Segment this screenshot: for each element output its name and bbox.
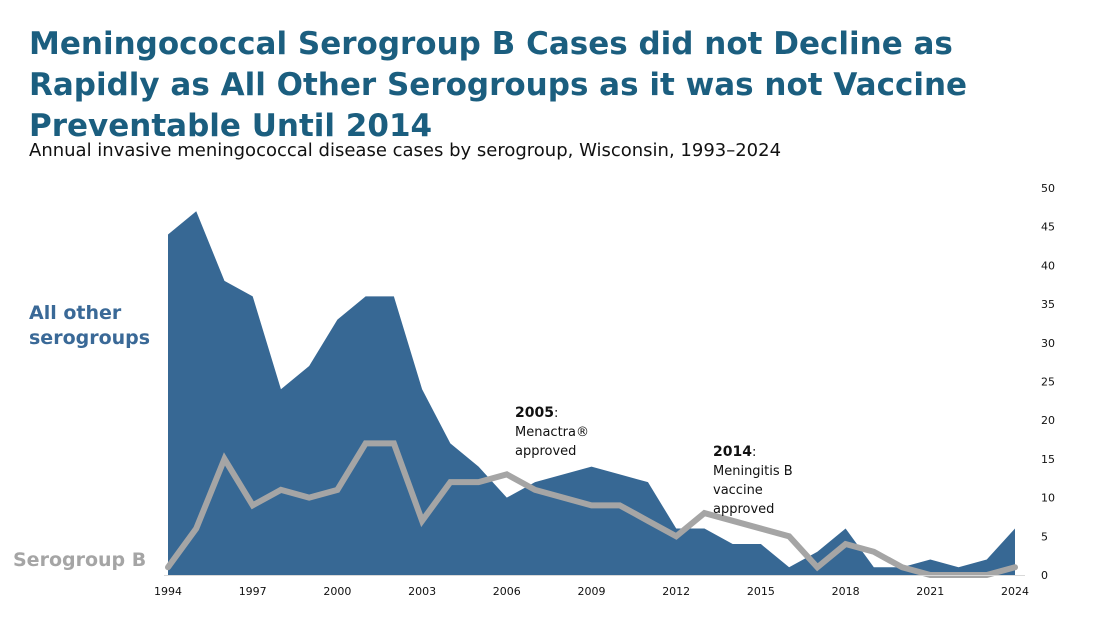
x-tick-1994: 1994 [154,585,182,598]
y-tick-15: 15 [1041,453,1055,466]
y-tick-40: 40 [1041,259,1055,272]
annotation-2014-colon: : [752,445,756,460]
y-tick-0: 0 [1041,569,1048,582]
annotation-2014: 2014: Meningitis B vaccine approved [713,444,793,517]
y-tick-5: 5 [1041,530,1048,543]
annotation-2005-year: 2005 [515,405,554,421]
legend-label-serogroup-b: Serogroup B [13,549,147,571]
y-tick-35: 35 [1041,298,1055,311]
y-tick-10: 10 [1041,492,1055,505]
annotation-2014-heading: 2014: [713,444,756,460]
y-tick-20: 20 [1041,414,1055,427]
x-tick-2018: 2018 [832,585,860,598]
x-tick-2009: 2009 [578,585,606,598]
line-layer [165,440,1018,578]
annotation-2005: 2005: Menactra® approved [515,405,589,459]
x-tick-2021: 2021 [916,585,944,598]
annotation-2005-heading: 2005: [515,405,558,421]
chart-subtitle: Annual invasive meningococcal disease ca… [29,140,782,161]
annotation-2014-line-1: Meningitis B [713,464,793,479]
area-layer [168,211,1015,575]
chart-title: Meningococcal Serogroup B Cases did not … [29,26,968,144]
y-tick-50: 50 [1041,182,1055,195]
legend-label-all-other-serogroups: All other serogroups [29,302,151,349]
annotation-2014-line-2: vaccine [713,483,763,498]
x-tick-2003: 2003 [408,585,436,598]
x-tick-1997: 1997 [239,585,267,598]
annotation-2005-colon: : [554,406,558,421]
annotation-2005-line-2: approved [515,444,576,459]
x-tick-2000: 2000 [323,585,351,598]
x-tick-2012: 2012 [662,585,690,598]
y-tick-45: 45 [1041,221,1055,234]
y-tick-25: 25 [1041,376,1055,389]
y-tick-30: 30 [1041,337,1055,350]
x-axis-ticks: 1994 1997 2000 2003 2006 2009 2012 2015 2018 2021… [154,585,1029,598]
line-serogroup-b [165,440,1018,578]
annotation-2014-line-3: approved [713,502,774,517]
x-tick-2015: 2015 [747,585,775,598]
x-tick-2006: 2006 [493,585,521,598]
annotation-2005-line-1: Menactra® [515,425,589,440]
area-all-other-serogroups [168,211,1015,575]
x-tick-2024: 2024 [1001,585,1029,598]
y-axis-ticks: 0 5 10 15 20 25 30 35 40 45 50 [1041,182,1055,582]
annotation-2014-year: 2014 [713,444,752,460]
